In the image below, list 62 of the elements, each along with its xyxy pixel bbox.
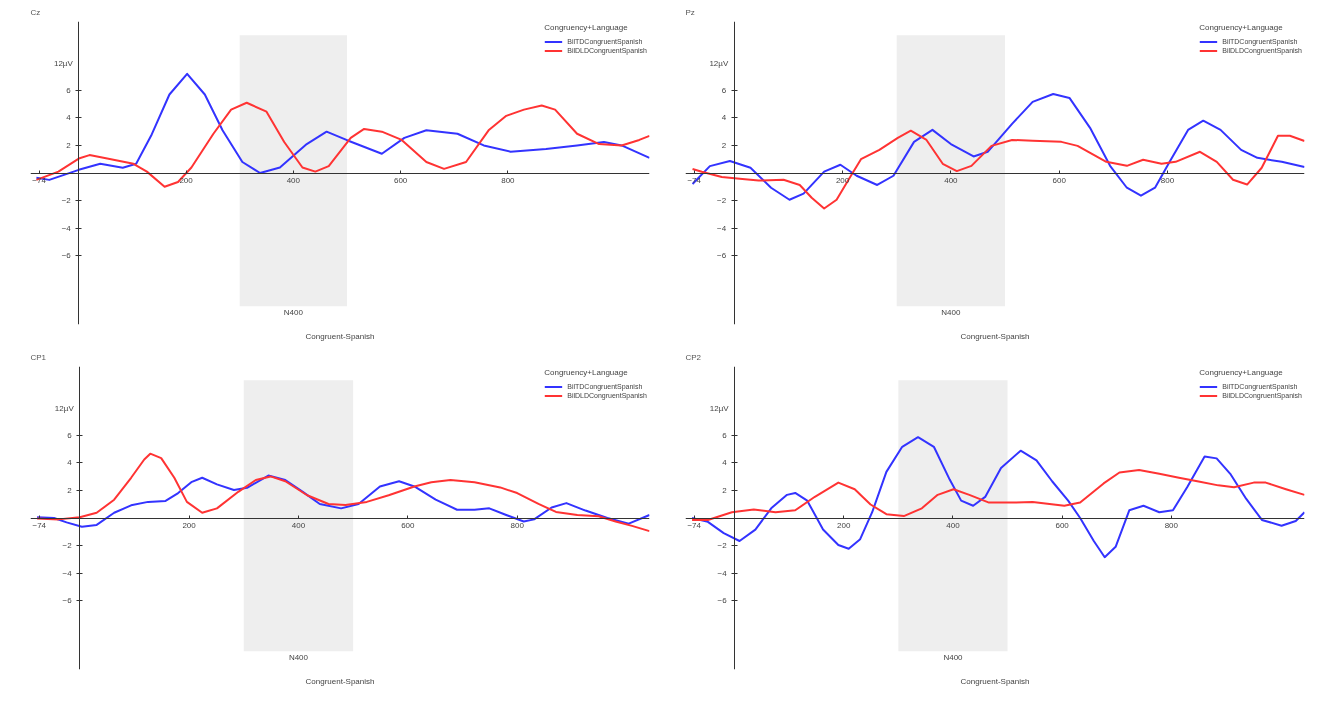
x-tick-label: 400 (291, 521, 306, 530)
x-tick-label: 800 (501, 176, 516, 185)
x-axis-title: Congruent-Spanish (960, 331, 1030, 341)
x-tick-label: −74 (32, 521, 47, 530)
legend-title: Congruency+Language (1199, 368, 1284, 377)
y-tick-label: 4 (722, 458, 728, 468)
y-tick-label: −6 (62, 596, 73, 606)
band-label: N400 (943, 653, 964, 663)
line-series (691, 468, 1305, 521)
band-label: N400 (283, 308, 304, 318)
legend-title: Congruency+Language (1199, 23, 1284, 32)
band-label: N400 (941, 308, 961, 318)
legend-title: Congruency+Language (544, 23, 629, 32)
x-tick-label: 200 (179, 176, 194, 185)
x-tick-label: 600 (393, 176, 408, 185)
y-tick-label: −6 (61, 251, 72, 261)
y-tick-label: −6 (717, 596, 728, 606)
y-tick-label: −2 (717, 196, 727, 206)
y-tick-label: 6 (66, 85, 72, 95)
y-tick-label: −4 (717, 568, 728, 578)
y-tick-label: 6 (721, 85, 727, 95)
x-axis-title: Congruent-Spanish (960, 676, 1030, 686)
x-tick-label: 200 (182, 521, 197, 530)
x-tick-label: 400 (944, 176, 959, 185)
y-tick-label: 6 (67, 430, 73, 440)
y-tick-label: 2 (66, 140, 72, 150)
chart-title: Pz (685, 7, 695, 17)
y-tick-label: −2 (717, 541, 728, 551)
y-tick-label: 2 (721, 140, 727, 150)
x-tick-label: 400 (286, 176, 301, 185)
x-tick-label: 800 (1160, 176, 1175, 185)
chart-title: Cz (30, 7, 41, 17)
x-tick-label: 800 (510, 521, 525, 530)
x-tick-label: 200 (837, 521, 852, 530)
y-tick-label: 6 (722, 430, 728, 440)
y-tick-label: 4 (721, 113, 727, 123)
x-tick-label: −74 (687, 521, 702, 530)
y-tick-label: −6 (717, 251, 727, 261)
y-axis-title: 12µV (54, 404, 75, 414)
chart-title: CP1 (30, 352, 47, 362)
y-tick-label: −2 (61, 196, 72, 206)
y-tick-label: −2 (62, 541, 73, 551)
x-axis-title: Congruent-Spanish (305, 331, 375, 341)
x-tick-label: 600 (1052, 176, 1067, 185)
y-tick-label: −4 (62, 568, 73, 578)
x-tick-label: 800 (1164, 521, 1179, 530)
band-label: N400 (288, 653, 309, 663)
y-axis-title: 12µV (709, 59, 729, 69)
x-tick-label: 600 (1055, 521, 1070, 530)
chart-title: CP2 (685, 352, 702, 362)
y-axis-title: 12µV (53, 59, 74, 69)
legend-title: Congruency+Language (544, 368, 629, 377)
x-tick-label: 400 (946, 521, 961, 530)
x-axis-title: Congruent-Spanish (305, 676, 375, 686)
y-tick-label: 4 (67, 458, 73, 468)
y-tick-label: 2 (722, 485, 728, 495)
y-tick-label: −4 (717, 223, 727, 233)
y-tick-label: −4 (61, 223, 72, 233)
y-axis-title: 12µV (709, 404, 730, 414)
x-tick-label: 600 (401, 521, 416, 530)
y-tick-label: 2 (67, 485, 73, 495)
y-tick-label: 4 (66, 113, 72, 123)
